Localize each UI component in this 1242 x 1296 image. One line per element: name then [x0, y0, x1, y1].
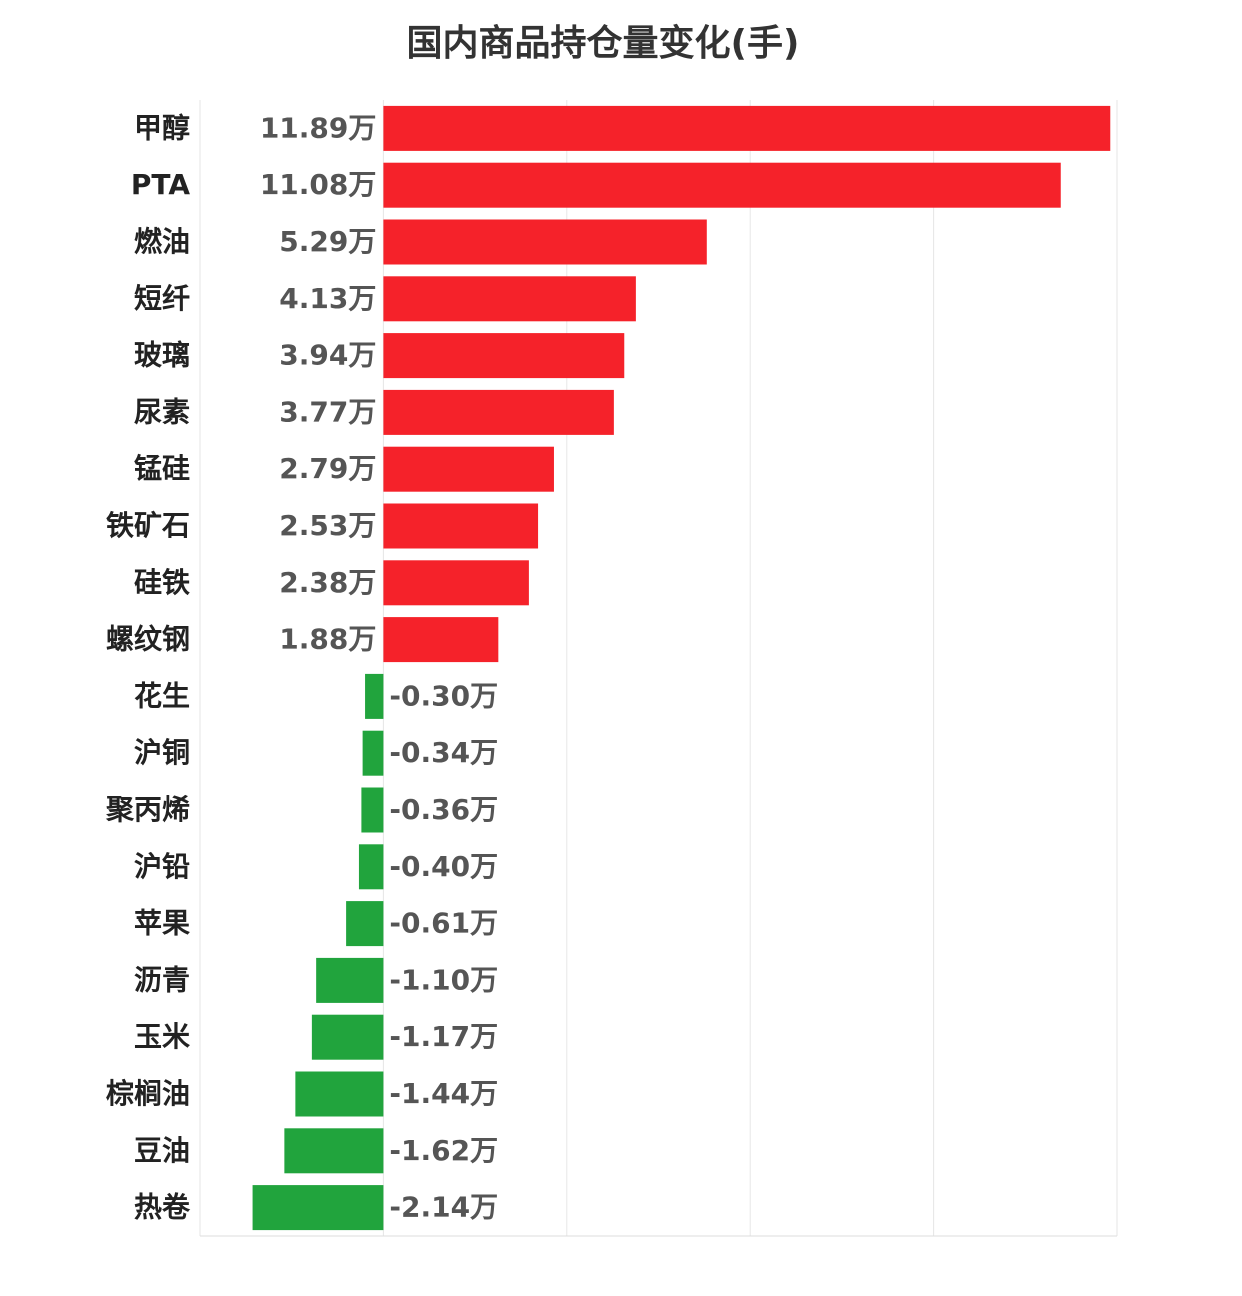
bar [383, 276, 636, 322]
category-label: 硅铁 [134, 566, 190, 599]
bar [365, 673, 384, 719]
bar [383, 503, 539, 549]
bar [252, 1185, 384, 1231]
value-label: -1.62万 [389, 1134, 498, 1167]
bar [383, 617, 499, 663]
value-label: -0.61万 [389, 907, 498, 940]
bar [316, 957, 384, 1003]
bar [383, 446, 554, 492]
bar [383, 560, 529, 606]
category-label: 甲醇 [134, 111, 190, 144]
bar [358, 844, 384, 890]
category-label: 聚丙烯 [105, 793, 190, 826]
category-label: 尿素 [134, 395, 190, 428]
category-label: 铁矿石 [106, 509, 190, 542]
category-label: 花生 [134, 679, 190, 712]
value-label: -1.10万 [389, 963, 498, 996]
value-label: -0.40万 [389, 850, 498, 883]
value-label: -0.36万 [389, 793, 498, 826]
category-label: 螺纹钢 [106, 623, 190, 656]
value-label: 2.79万 [279, 452, 376, 485]
value-label: -1.44万 [389, 1077, 498, 1110]
value-label: 2.53万 [279, 509, 376, 542]
category-label: 锰硅 [134, 452, 190, 485]
category-label: 沥青 [134, 963, 190, 996]
category-label: 玉米 [134, 1020, 190, 1053]
value-label: -2.14万 [389, 1191, 498, 1224]
bar [284, 1128, 384, 1174]
value-label: 3.77万 [279, 395, 376, 428]
bar [383, 389, 614, 435]
value-label: 11.08万 [260, 168, 377, 201]
bar [346, 901, 384, 947]
value-label: -1.17万 [389, 1020, 498, 1053]
value-label: -0.34万 [389, 736, 498, 769]
category-label: 豆油 [134, 1134, 190, 1167]
bar [362, 730, 384, 776]
bar [383, 333, 625, 379]
chart-title: 国内商品持仓量变化(手) [407, 22, 800, 64]
value-label: -0.30万 [389, 679, 498, 712]
bar [311, 1014, 384, 1060]
category-label: 苹果 [134, 907, 190, 940]
value-label: 11.89万 [260, 111, 377, 144]
category-label: PTA [131, 168, 190, 201]
value-label: 3.94万 [279, 339, 376, 372]
category-label: 沪铅 [134, 850, 190, 883]
value-label: 4.13万 [279, 282, 376, 315]
bar [383, 219, 707, 265]
bar [361, 787, 384, 833]
value-label: 2.38万 [279, 566, 376, 599]
category-label: 热卷 [134, 1191, 191, 1224]
bar [383, 162, 1061, 208]
value-label: 5.29万 [279, 225, 376, 258]
value-label: 1.88万 [279, 623, 376, 656]
category-label: 玻璃 [134, 339, 190, 372]
category-label: 燃油 [134, 225, 190, 258]
category-label: 短纤 [134, 282, 190, 315]
category-label: 沪铜 [134, 736, 190, 769]
bar [295, 1071, 384, 1117]
category-label: 棕榈油 [106, 1077, 190, 1110]
bar [383, 105, 1111, 151]
